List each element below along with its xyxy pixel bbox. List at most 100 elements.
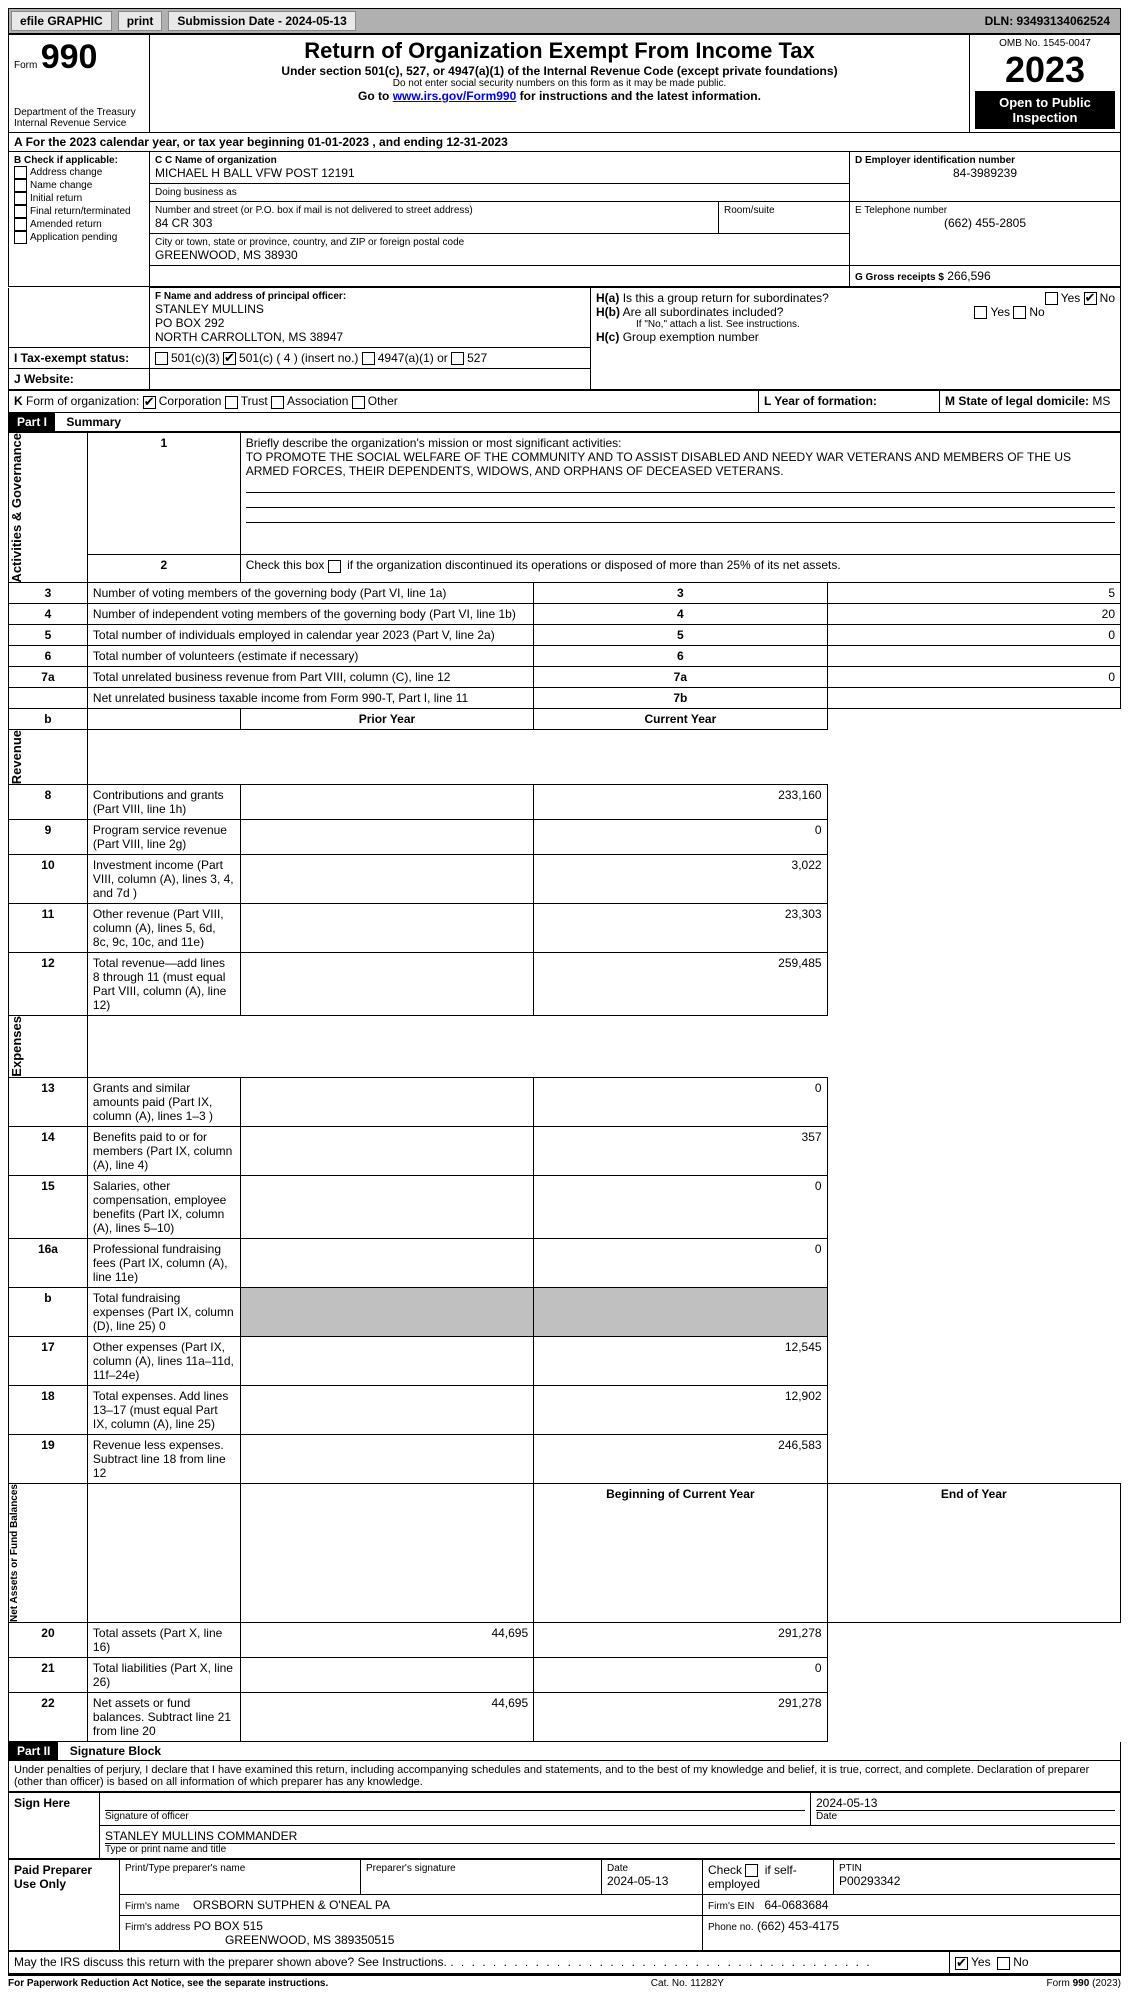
- efile-button[interactable]: efile GRAPHIC: [11, 11, 112, 31]
- form-number: 990: [41, 38, 98, 76]
- hb-text: Are all subordinates included?: [623, 305, 784, 319]
- col-begin: Beginning of Current Year: [534, 1484, 827, 1623]
- form-footer: Form 990 (2023): [1047, 1978, 1121, 1989]
- summary-row: 17Other expenses (Part IX, column (A), l…: [9, 1337, 1121, 1386]
- b-check-item: Final return/terminated: [14, 205, 144, 218]
- officer-name: STANLEY MULLINS: [155, 302, 585, 316]
- b-check-item: Application pending: [14, 231, 144, 244]
- section-f-h: F Name and address of principal officer:…: [8, 287, 1121, 390]
- summary-row: 21Total liabilities (Part X, line 26)0: [9, 1658, 1121, 1693]
- part1-table: Activities & Governance 1 Briefly descri…: [8, 432, 1121, 1742]
- i-opt-1: 501(c) ( 4 ) (insert no.): [239, 351, 358, 365]
- summary-row: 20Total assets (Part X, line 16)44,69529…: [9, 1623, 1121, 1658]
- l-label: L Year of formation:: [764, 394, 877, 408]
- k-opt-3: Other: [368, 394, 398, 408]
- discuss-no-checkbox[interactable]: [997, 1957, 1010, 1970]
- sign-here-block: Sign Here Signature of officer 2024-05-1…: [8, 1792, 1121, 1859]
- irs-label: Internal Revenue Service: [14, 118, 144, 129]
- summary-row: 3Number of voting members of the governi…: [9, 583, 1121, 604]
- dept-label: Department of the Treasury: [14, 107, 144, 118]
- summary-row: 4Number of independent voting members of…: [9, 604, 1121, 625]
- b-check-item: Initial return: [14, 192, 144, 205]
- firm-addr-label: Firm's address: [125, 1922, 190, 1933]
- summary-row: 16aProfessional fundraising fees (Part I…: [9, 1239, 1121, 1288]
- firm-name-label: Firm's name: [125, 1901, 180, 1912]
- part1-title: Summary: [58, 413, 129, 431]
- pt-name-label: Print/Type preparer's name: [125, 1863, 355, 1874]
- k-corp-checkbox[interactable]: [143, 396, 156, 409]
- summary-row: 13Grants and similar amounts paid (Part …: [9, 1078, 1121, 1127]
- summary-row: bTotal fundraising expenses (Part IX, co…: [9, 1288, 1121, 1337]
- self-employed-checkbox[interactable]: [745, 1864, 758, 1877]
- k-label: Form of organization:: [26, 394, 139, 408]
- form-title: Return of Organization Exempt From Incom…: [155, 38, 964, 64]
- col-current: Current Year: [534, 709, 827, 730]
- officer-addr1: PO BOX 292: [155, 316, 585, 330]
- b-checkbox[interactable]: [14, 231, 27, 244]
- summary-row: 14Benefits paid to or for members (Part …: [9, 1127, 1121, 1176]
- vlabel-ag: Activities & Governance: [9, 433, 24, 583]
- ptin-label: PTIN: [839, 1863, 1115, 1874]
- ha-yes-checkbox[interactable]: [1045, 292, 1058, 305]
- sign-date: 2024-05-13: [816, 1796, 1115, 1811]
- b-check-item: Amended return: [14, 218, 144, 231]
- summary-row: 6Total number of volunteers (estimate if…: [9, 646, 1121, 667]
- ssn-warning: Do not enter social security numbers on …: [155, 78, 964, 89]
- dln-label: DLN: 93493134062524: [985, 14, 1118, 28]
- ha-no-checkbox[interactable]: [1084, 292, 1097, 305]
- firm-phone-label: Phone no.: [708, 1922, 754, 1933]
- room-label: Room/suite: [724, 205, 844, 216]
- b-checkbox[interactable]: [14, 218, 27, 231]
- summary-row: 22Net assets or fund balances. Subtract …: [9, 1693, 1121, 1742]
- print-button[interactable]: print: [118, 11, 163, 31]
- perjury-text: Under penalties of perjury, I declare th…: [8, 1761, 1121, 1792]
- summary-row: Net unrelated business taxable income fr…: [9, 688, 1121, 709]
- section-k-l-m: K Form of organization: Corporation Trus…: [8, 390, 1121, 412]
- discuss-yes-checkbox[interactable]: [955, 1957, 968, 1970]
- hc-text: Group exemption number: [623, 330, 759, 344]
- b-checkbox[interactable]: [14, 179, 27, 192]
- i-501c-checkbox[interactable]: [223, 352, 236, 365]
- firm-phone: (662) 453-4175: [757, 1919, 839, 1933]
- k-assoc-checkbox[interactable]: [271, 396, 284, 409]
- i-527-checkbox[interactable]: [451, 352, 464, 365]
- irs-link[interactable]: www.irs.gov/Form990: [393, 89, 517, 103]
- submission-date-button[interactable]: Submission Date - 2024-05-13: [168, 11, 355, 31]
- part2-title: Signature Block: [62, 1742, 169, 1760]
- street-value: 84 CR 303: [155, 216, 713, 230]
- phone-value: (662) 455-2805: [855, 216, 1115, 230]
- k-other-checkbox[interactable]: [352, 396, 365, 409]
- b-checkbox[interactable]: [14, 205, 27, 218]
- mission-text: TO PROMOTE THE SOCIAL WELFARE OF THE COM…: [246, 450, 1071, 478]
- discuss-no-label: No: [1013, 1955, 1028, 1969]
- pt-sig-label: Preparer's signature: [366, 1863, 596, 1874]
- goto-post: for instructions and the latest informat…: [516, 89, 761, 103]
- hb-no-checkbox[interactable]: [1013, 306, 1026, 319]
- line1-label: Briefly describe the organization's miss…: [246, 436, 622, 450]
- city-label: City or town, state or province, country…: [155, 237, 844, 248]
- form-label: Form: [14, 60, 37, 71]
- officer-addr2: NORTH CARROLLTON, MS 38947: [155, 330, 585, 344]
- pt-date: 2024-05-13: [607, 1874, 697, 1888]
- b-checkbox[interactable]: [14, 166, 27, 179]
- line-a: A For the 2023 calendar year, or tax yea…: [8, 133, 1121, 151]
- officer-name-label: Type or print name and title: [105, 1844, 1115, 1855]
- summary-row: 15Salaries, other compensation, employee…: [9, 1176, 1121, 1239]
- i-4947-checkbox[interactable]: [362, 352, 375, 365]
- line-a-text: For the 2023 calendar year, or tax year …: [26, 135, 508, 149]
- hb-yes-checkbox[interactable]: [974, 306, 987, 319]
- c-name-label: C C Name of organization: [155, 155, 844, 166]
- hb-note: If "No," attach a list. See instructions…: [596, 319, 1115, 330]
- summary-row: 18Total expenses. Add lines 13–17 (must …: [9, 1386, 1121, 1435]
- paid-preparer-block: Paid Preparer Use Only Print/Type prepar…: [8, 1859, 1121, 1951]
- i-501c3-checkbox[interactable]: [155, 352, 168, 365]
- k-trust-checkbox[interactable]: [225, 396, 238, 409]
- e-label: E Telephone number: [855, 205, 1115, 216]
- discuss-text: May the IRS discuss this return with the…: [14, 1955, 447, 1969]
- summary-row: 5Total number of individuals employed in…: [9, 625, 1121, 646]
- street-label: Number and street (or P.O. box if mail i…: [155, 205, 713, 216]
- part2-bar: Part II: [9, 1742, 58, 1760]
- line2-checkbox[interactable]: [328, 560, 341, 573]
- paid-preparer-label: Paid Preparer Use Only: [9, 1860, 120, 1951]
- b-checkbox[interactable]: [14, 192, 27, 205]
